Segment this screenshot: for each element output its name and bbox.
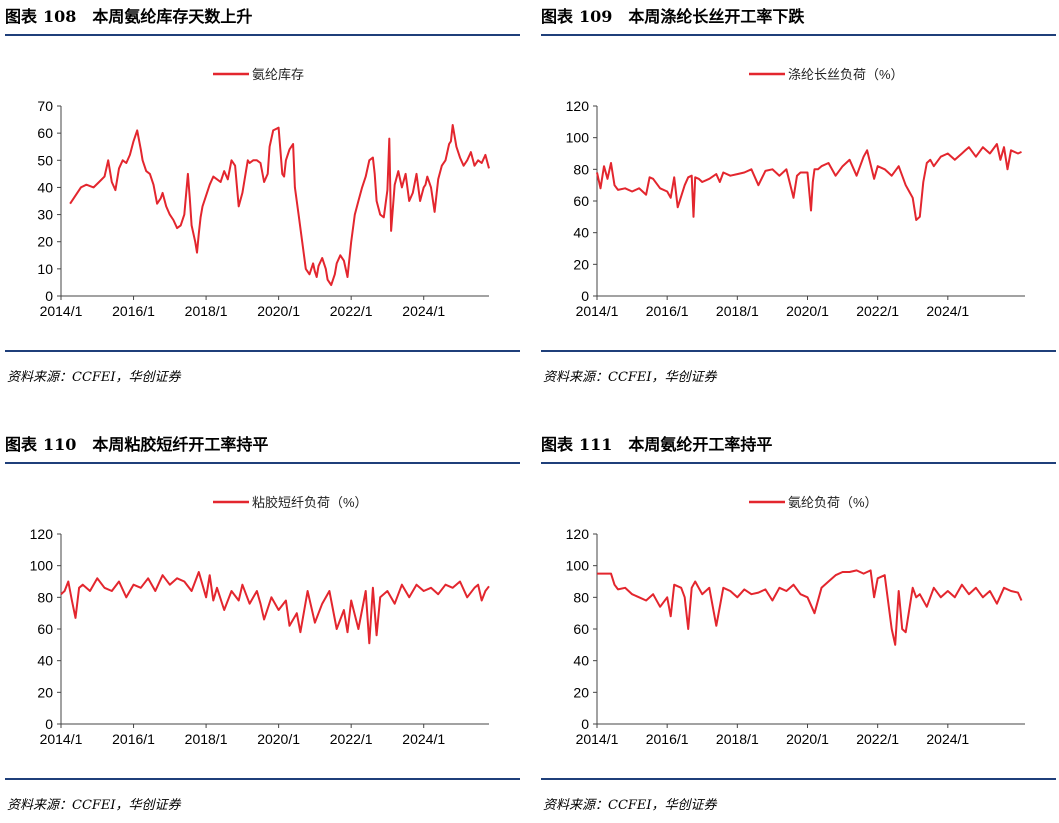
- y-tick-label: 80: [573, 161, 589, 177]
- y-tick-label: 0: [45, 288, 53, 304]
- figure-label: 图表: [541, 435, 574, 454]
- y-tick-label: 60: [37, 621, 53, 637]
- figure-title: 本周氨纶开工率持平: [628, 435, 773, 454]
- legend-label: 涤纶长丝负荷（%）: [788, 67, 904, 82]
- y-tick-label: 70: [37, 98, 53, 114]
- line-chart: 粘胶短纤负荷（%） 0 20 40 60 80 100 120 2014/1 2016/1 2018…: [30, 495, 490, 747]
- series-line: [597, 569, 1023, 646]
- x-tick-label: 2022/1: [330, 303, 373, 319]
- y-tick-label: 20: [37, 234, 53, 250]
- legend-label: 氨纶负荷（%）: [788, 495, 878, 510]
- source-note: 资料来源：CCFEI，华创证券: [5, 350, 520, 390]
- x-tick-label: 2014/1: [40, 303, 83, 319]
- figure-number: 111: [579, 435, 613, 454]
- figure-number: 108: [43, 7, 77, 26]
- line-chart: 氨纶负荷（%） 0 20 40 60 80 100 120 2014/1 2016/1 2018/1…: [566, 495, 1025, 747]
- y-tick-label: 100: [30, 558, 54, 574]
- y-tick-label: 0: [581, 716, 589, 732]
- x-tick-label: 2024/1: [926, 731, 969, 747]
- x-tick-label: 2020/1: [786, 731, 829, 747]
- figure-label: 图表: [541, 7, 574, 26]
- y-tick-label: 40: [573, 225, 589, 241]
- y-tick-label: 40: [37, 179, 53, 195]
- figure-number: 110: [43, 435, 77, 454]
- source-note: 资料来源：CCFEI，华创证券: [541, 778, 1056, 818]
- x-tick-label: 2016/1: [112, 303, 155, 319]
- x-tick-label: 2020/1: [257, 303, 300, 319]
- y-tick-label: 20: [573, 256, 589, 272]
- figure-label: 图表: [5, 7, 38, 26]
- y-tick-label: 0: [45, 716, 53, 732]
- y-tick-label: 0: [581, 288, 589, 304]
- figure-title: 本周涤纶长丝开工率下跌: [628, 7, 805, 26]
- x-tick-label: 2014/1: [40, 731, 83, 747]
- x-tick-label: 2020/1: [786, 303, 829, 319]
- y-tick-label: 10: [37, 261, 53, 277]
- figure-title: 本周粘胶短纤开工率持平: [92, 435, 269, 454]
- series-line: [596, 143, 1022, 221]
- legend-label: 粘胶短纤负荷（%）: [252, 495, 368, 510]
- x-tick-label: 2024/1: [402, 303, 445, 319]
- source-note: 资料来源：CCFEI，华创证券: [5, 778, 520, 818]
- x-tick-label: 2016/1: [646, 303, 689, 319]
- chart-panel-110: 图表 110 本周粘胶短纤开工率持平 粘胶短纤负荷（%） 0 20 40 60 80 100 12…: [5, 428, 520, 823]
- y-tick-label: 50: [37, 152, 53, 168]
- x-tick-label: 2016/1: [646, 731, 689, 747]
- x-tick-label: 2024/1: [402, 731, 445, 747]
- x-tick-label: 2022/1: [856, 303, 899, 319]
- y-tick-label: 30: [37, 207, 53, 223]
- y-tick-label: 120: [30, 526, 54, 542]
- y-tick-label: 120: [566, 98, 590, 114]
- chart-panel-108: 图表 108 本周氨纶库存天数上升 氨纶库存 0 10 20 30 40 50 60 70 2014/…: [5, 0, 520, 395]
- y-tick-label: 20: [573, 684, 589, 700]
- x-tick-label: 2024/1: [926, 303, 969, 319]
- legend: 粘胶短纤负荷（%）: [213, 495, 368, 510]
- x-tick-label: 2022/1: [856, 731, 899, 747]
- y-tick-label: 60: [37, 125, 53, 141]
- y-tick-label: 80: [573, 589, 589, 605]
- x-tick-label: 2022/1: [330, 731, 373, 747]
- x-tick-label: 2018/1: [716, 731, 759, 747]
- source-note: 资料来源：CCFEI，华创证券: [541, 350, 1056, 390]
- figure-label: 图表: [5, 435, 38, 454]
- y-tick-label: 40: [573, 653, 589, 669]
- y-tick-label: 120: [566, 526, 590, 542]
- chart-title: 图表 110 本周粘胶短纤开工率持平: [5, 428, 520, 464]
- chart-title: 图表 108 本周氨纶库存天数上升: [5, 0, 520, 36]
- x-tick-label: 2018/1: [185, 731, 228, 747]
- y-tick-label: 100: [566, 130, 590, 146]
- legend: 氨纶库存: [213, 67, 304, 82]
- series-line: [69, 124, 490, 287]
- x-tick-label: 2014/1: [576, 731, 619, 747]
- x-tick-label: 2016/1: [112, 731, 155, 747]
- y-tick-label: 20: [37, 684, 53, 700]
- y-tick-label: 100: [566, 558, 590, 574]
- x-tick-label: 2018/1: [185, 303, 228, 319]
- x-tick-label: 2018/1: [716, 303, 759, 319]
- y-tick-label: 60: [573, 621, 589, 637]
- legend-label: 氨纶库存: [252, 67, 304, 82]
- chart-panel-111: 图表 111 本周氨纶开工率持平 氨纶负荷（%） 0 20 40 60 80 100 120 201…: [541, 428, 1056, 823]
- chart-title: 图表 109 本周涤纶长丝开工率下跌: [541, 0, 1056, 36]
- legend: 涤纶长丝负荷（%）: [749, 67, 904, 82]
- x-tick-label: 2020/1: [257, 731, 300, 747]
- chart-panel-109: 图表 109 本周涤纶长丝开工率下跌 涤纶长丝负荷（%） 0 20 40 60 80 100 12…: [541, 0, 1056, 395]
- x-tick-label: 2014/1: [576, 303, 619, 319]
- legend: 氨纶负荷（%）: [749, 495, 878, 510]
- y-tick-label: 80: [37, 589, 53, 605]
- y-tick-label: 40: [37, 653, 53, 669]
- line-chart: 氨纶库存 0 10 20 30 40 50 60 70 2014/1 2016/1 2018/1 202…: [37, 67, 490, 319]
- figure-title: 本周氨纶库存天数上升: [92, 7, 253, 26]
- series-line: [60, 571, 490, 645]
- y-tick-label: 60: [573, 193, 589, 209]
- figure-number: 109: [579, 7, 613, 26]
- line-chart: 涤纶长丝负荷（%） 0 20 40 60 80 100 120 2014/1 2016/1 2018…: [566, 67, 1025, 319]
- chart-title: 图表 111 本周氨纶开工率持平: [541, 428, 1056, 464]
